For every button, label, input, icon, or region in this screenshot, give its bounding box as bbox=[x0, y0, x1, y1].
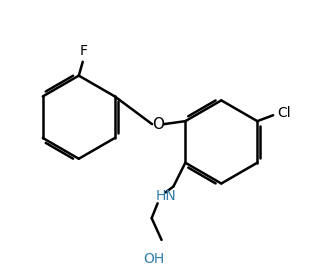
Text: O: O bbox=[152, 117, 164, 132]
Text: Cl: Cl bbox=[277, 106, 291, 120]
Text: OH: OH bbox=[143, 252, 164, 266]
Text: HN: HN bbox=[156, 189, 176, 203]
Text: F: F bbox=[80, 44, 88, 58]
